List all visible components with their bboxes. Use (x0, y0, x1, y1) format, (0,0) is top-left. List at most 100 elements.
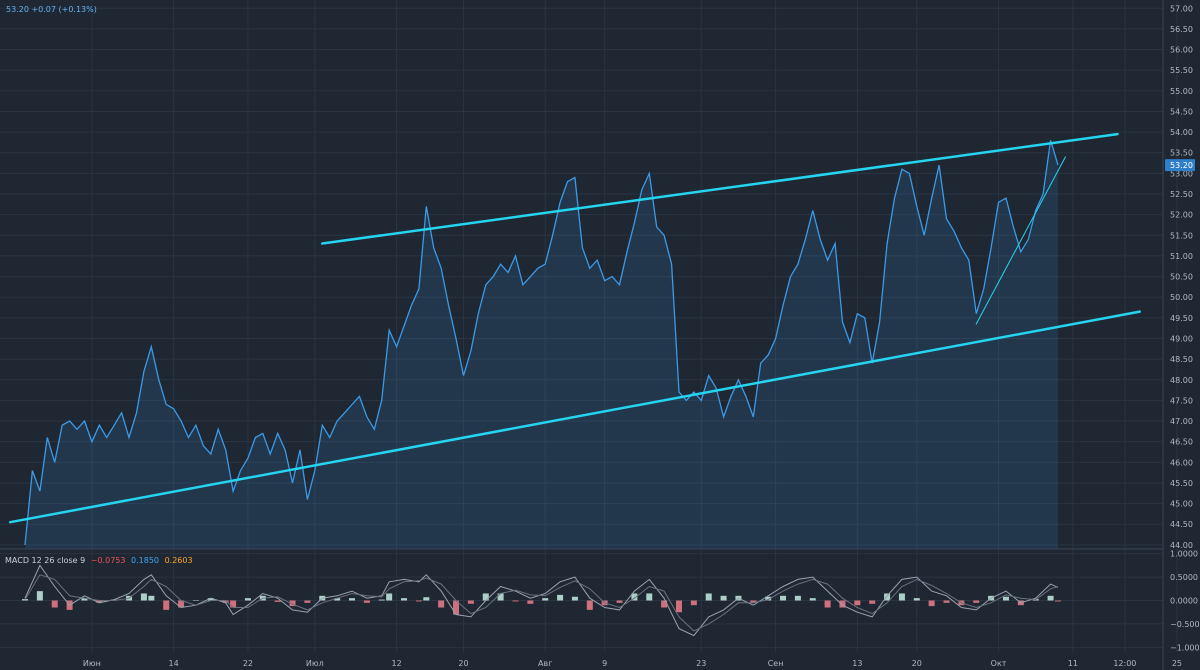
time-tick-label: Окт (991, 659, 1007, 668)
price-tick-label: 50.00 (1170, 293, 1193, 302)
price-tick-label: 53.00 (1170, 169, 1193, 178)
price-tick-label: 55.50 (1170, 66, 1193, 75)
histogram-bar (557, 594, 564, 601)
price-tick-label: 47.00 (1170, 417, 1193, 426)
histogram-bar (527, 600, 534, 604)
time-tick-label: 20 (458, 659, 468, 668)
histogram-bar (884, 593, 891, 601)
price-tick-label: 48.00 (1170, 376, 1193, 385)
macd-value: −0.0753 (90, 556, 126, 565)
histogram-bar (178, 600, 185, 608)
histogram-bar (913, 598, 920, 601)
macd-axis[interactable]: 1.0000 0.5000 0.0000 −0.5000 −1.0000 (1170, 550, 1200, 653)
histogram-bar (898, 593, 905, 601)
histogram-bar (542, 598, 549, 601)
histogram-bar (363, 600, 370, 603)
macd-label: MACD 12 26 close 9 (5, 556, 86, 565)
histogram-bar (207, 598, 214, 601)
histogram-bar (482, 593, 489, 601)
price-tick-label: 49.50 (1170, 314, 1193, 323)
time-tick-label: Сен (768, 659, 784, 668)
macd-tick-label: 1.0000 (1170, 550, 1198, 559)
histogram-bar (973, 600, 980, 603)
histogram-bar (497, 593, 504, 601)
histogram-bar (1055, 600, 1061, 602)
histogram-bar (230, 600, 237, 608)
trendlines (8, 132, 1141, 524)
histogram-bar (289, 600, 296, 607)
histogram-bar (586, 600, 593, 610)
price-tick-label: 52.00 (1170, 211, 1193, 220)
histogram-bar (81, 598, 88, 601)
histogram-bar (334, 598, 341, 601)
histogram-bar (794, 595, 801, 601)
histogram-bar (809, 598, 816, 601)
histogram-bar (22, 599, 28, 601)
price-badge: 53.20 (1165, 159, 1195, 172)
histogram-bar (571, 596, 578, 601)
macd-legend[interactable]: MACD 12 26 close 9 −0.0753 0.1850 0.2603 (5, 556, 196, 565)
histogram-bar (36, 591, 43, 601)
price-tick-label: 48.50 (1170, 355, 1193, 364)
price-tick-label: 57.00 (1170, 4, 1193, 13)
price-line (24, 140, 1059, 545)
histogram-bar (386, 593, 393, 601)
price-tick-label: 44.00 (1170, 541, 1193, 550)
channel-line (975, 156, 1066, 325)
time-tick-label: Июл (306, 659, 324, 668)
histogram-bar (453, 600, 460, 615)
histogram-bar (869, 600, 876, 604)
price-tick-label: 54.50 (1170, 107, 1193, 116)
time-tick-label: 25 (1172, 659, 1182, 668)
histogram-bar (467, 600, 474, 604)
price-tick-label: 44.50 (1170, 520, 1193, 529)
histogram-bar (646, 593, 653, 601)
price-axis[interactable]: 57.00 56.50 56.00 55.50 55.00 54.50 54.00 53.50… (1170, 4, 1193, 550)
macd-tick-label: 0.5000 (1170, 573, 1198, 582)
macd-tick-label: −0.5000 (1170, 620, 1200, 629)
price-tick-label: 47.50 (1170, 396, 1193, 405)
price-tick-label: 56.50 (1170, 25, 1193, 34)
time-tick-label: 9 (602, 659, 607, 668)
price-tick-label: 53.50 (1170, 149, 1193, 158)
price-area-fill (25, 140, 1058, 550)
signal-value: 0.1850 (131, 556, 160, 565)
time-tick-label: 13 (852, 659, 862, 668)
time-tick-label: 23 (696, 659, 706, 668)
histogram-bar (163, 600, 170, 610)
histogram-bar (780, 595, 787, 601)
price-badge-label: 53.20 (1170, 161, 1193, 170)
time-tick-label: 20 (912, 659, 922, 668)
time-tick-label: 22 (243, 659, 253, 668)
time-tick-label: 14 (169, 659, 179, 668)
time-axis[interactable]: Июн 14 22 Июл 12 20 Авг 9 23 Сен 13 20 Окт 11 12:00 25 (83, 659, 1182, 668)
histogram-bar (824, 600, 831, 608)
histogram-bar (616, 600, 623, 603)
histogram-bar (423, 597, 430, 601)
price-badge-bg (1165, 159, 1195, 172)
time-tick-label: 12:00 (1113, 659, 1136, 668)
macd-lines (24, 564, 1059, 637)
histogram-bar (274, 600, 281, 602)
price-tick-label: 56.00 (1170, 46, 1193, 55)
time-tick-label: Авг (538, 659, 552, 668)
histogram-bar (438, 600, 445, 608)
histogram-bar (140, 593, 147, 601)
histogram-bar (720, 595, 727, 601)
time-tick-label: 11 (1068, 659, 1078, 668)
histogram-bar (222, 600, 229, 603)
price-tick-label: 54.00 (1170, 128, 1193, 137)
last-price: 53.20 (6, 5, 29, 14)
histogram-bar (96, 600, 103, 603)
macd-tick-label: −1.0000 (1170, 643, 1200, 652)
price-tick-label: 52.50 (1170, 190, 1193, 199)
histogram-bar (1002, 596, 1009, 601)
macd-tick-label: 0.0000 (1170, 597, 1198, 606)
histogram-bar (378, 599, 385, 601)
histogram-bar (765, 596, 772, 601)
price-tick-label: 50.50 (1170, 273, 1193, 282)
price-tick-label: 55.00 (1170, 87, 1193, 96)
histogram-bar (415, 600, 422, 602)
